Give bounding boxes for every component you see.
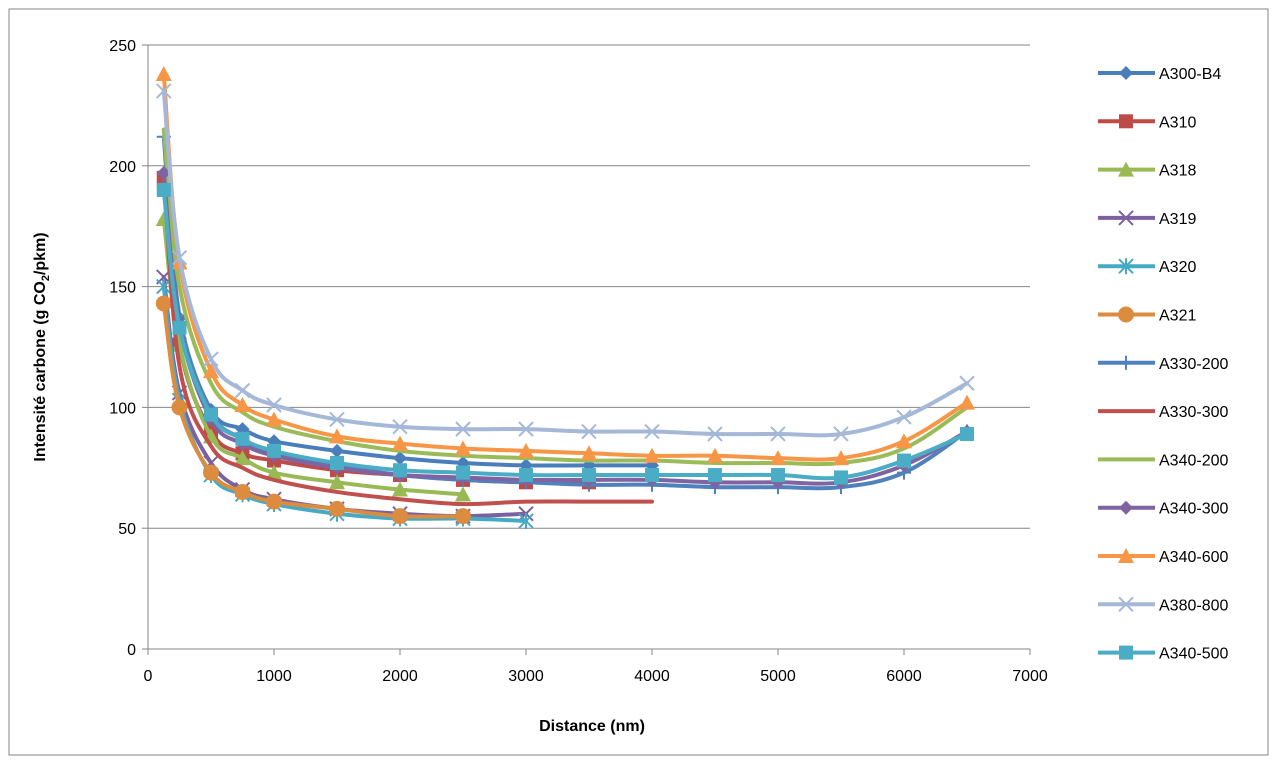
y-axis-label-tail: /pkm) xyxy=(32,232,49,275)
x-tick-label-1000: 1000 xyxy=(256,668,292,685)
data-point-a321-2500 xyxy=(455,508,471,524)
legend-marker-a310 xyxy=(1119,114,1133,128)
legend-label-a330-300: A330-300 xyxy=(1159,404,1228,421)
y-tick-label-150: 150 xyxy=(109,280,136,297)
legend-label-a330-200: A330-200 xyxy=(1159,356,1228,373)
legend-label-a340-300: A340-300 xyxy=(1159,501,1228,518)
data-point-a340-500-4500 xyxy=(708,468,722,482)
data-point-a340-500-125 xyxy=(157,183,171,197)
legend-label-a319: A319 xyxy=(1159,211,1196,228)
legend-label-a310: A310 xyxy=(1159,114,1196,131)
data-point-a340-500-3000 xyxy=(519,468,533,482)
x-tick-label-2000: 2000 xyxy=(382,668,418,685)
data-point-a321-1000 xyxy=(266,494,282,510)
legend-label-a300-b4: A300-B4 xyxy=(1159,66,1221,83)
legend-label-a340-500: A340-500 xyxy=(1159,646,1228,663)
data-point-a340-500-5500 xyxy=(834,470,848,484)
y-tick-label-200: 200 xyxy=(109,159,136,176)
data-point-a321-1500 xyxy=(329,501,345,517)
data-point-a321-750 xyxy=(235,484,251,500)
data-point-a321-2000 xyxy=(392,508,408,524)
legend-label-a318: A318 xyxy=(1159,163,1196,180)
x-tick-label-7000: 7000 xyxy=(1012,668,1048,685)
data-point-a340-500-2000 xyxy=(393,463,407,477)
legend-marker-a340-500 xyxy=(1119,646,1133,660)
legend-label-a320: A320 xyxy=(1159,259,1196,276)
data-point-a321-250 xyxy=(172,399,188,415)
data-point-a340-500-6000 xyxy=(897,454,911,468)
y-tick-label-0: 0 xyxy=(127,642,136,659)
y-tick-label-50: 50 xyxy=(118,521,136,538)
x-tick-label-5000: 5000 xyxy=(760,668,796,685)
data-point-a340-500-3500 xyxy=(582,468,596,482)
data-point-a340-500-250 xyxy=(173,321,187,335)
data-point-a340-500-4000 xyxy=(645,468,659,482)
x-tick-label-0: 0 xyxy=(144,668,153,685)
legend-label-a321: A321 xyxy=(1159,308,1196,325)
data-point-a340-500-1500 xyxy=(330,456,344,470)
x-axis-label: Distance (nm) xyxy=(539,718,645,735)
legend-marker-a321 xyxy=(1118,307,1134,323)
data-point-a321-125 xyxy=(156,296,172,312)
data-point-a340-500-750 xyxy=(236,432,250,446)
data-point-a340-500-1000 xyxy=(267,444,281,458)
data-point-a321-500 xyxy=(203,465,219,481)
x-tick-label-3000: 3000 xyxy=(508,668,544,685)
data-point-a340-500-2500 xyxy=(456,466,470,480)
legend-label-a340-200: A340-200 xyxy=(1159,452,1228,469)
y-axis-label-main: Intensité carbone (g CO xyxy=(32,281,49,461)
data-point-a340-500-6500 xyxy=(960,427,974,441)
data-point-a340-500-5000 xyxy=(771,468,785,482)
legend-label-a340-600: A340-600 xyxy=(1159,549,1228,566)
legend-label-a380-800: A380-800 xyxy=(1159,597,1228,614)
y-tick-label-100: 100 xyxy=(109,400,136,417)
x-tick-label-6000: 6000 xyxy=(886,668,922,685)
x-tick-label-4000: 4000 xyxy=(634,668,670,685)
data-point-a340-500-500 xyxy=(204,408,218,422)
y-tick-label-250: 250 xyxy=(109,38,136,55)
